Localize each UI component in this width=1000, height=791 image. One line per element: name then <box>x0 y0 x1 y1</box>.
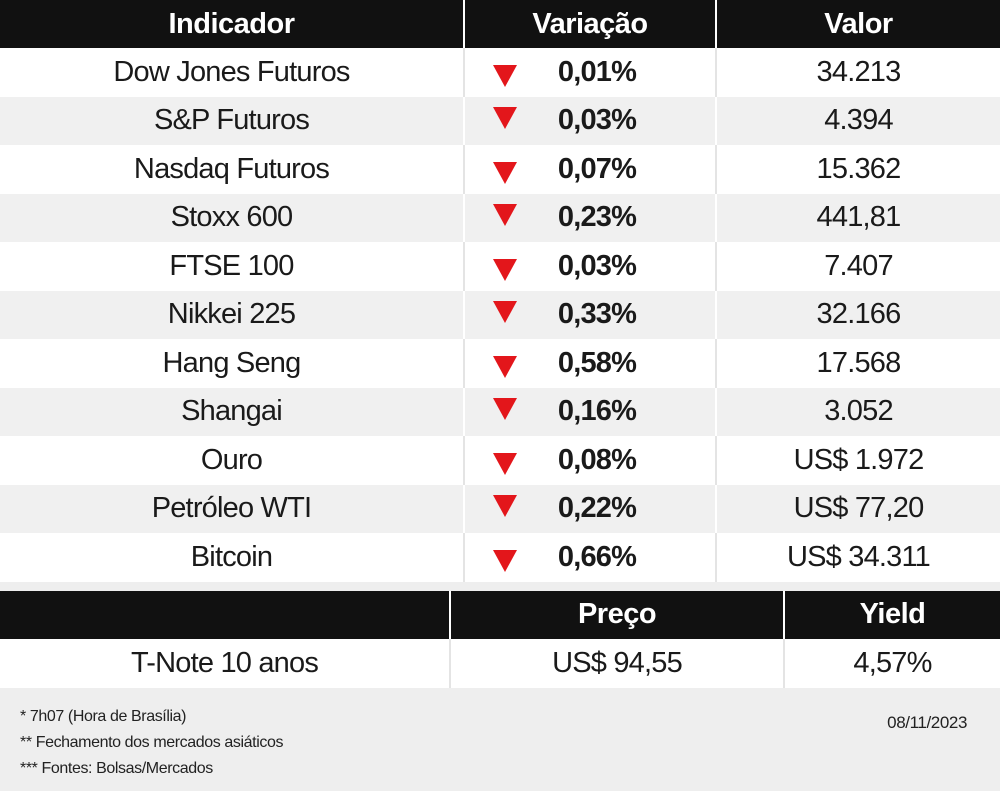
market-table: Indicador Variação Valor Dow Jones Futur… <box>0 0 1000 582</box>
variation-cell: 0,01% <box>463 48 715 97</box>
table-row: S&P Futuros 0,03% 4.394 <box>0 96 1000 145</box>
table-row: Bitcoin 0,66% US$ 34.311 <box>0 533 1000 582</box>
variation-cell: 0,22% <box>463 484 715 533</box>
indicator-value: 441,81 <box>715 193 1000 242</box>
variation-value: 0,07% <box>557 152 637 185</box>
table-row: Ouro 0,08% US$ 1.972 <box>0 436 1000 485</box>
down-triangle-icon <box>493 550 517 572</box>
bond-header-empty <box>0 591 449 639</box>
variation-cell: 0,07% <box>463 145 715 194</box>
variation-value: 0,23% <box>557 201 637 234</box>
footer: * 7h07 (Hora de Brasília) ** Fechamento … <box>0 687 1000 791</box>
variation-value: 0,16% <box>557 395 637 428</box>
down-triangle-icon <box>493 494 517 517</box>
bond-row: T-Note 10 anos US$ 94,55 4,57% <box>0 638 1000 688</box>
variation-value: 0,58% <box>557 346 637 379</box>
bond-yield: 4,57% <box>783 638 1000 688</box>
indicator-name: Nikkei 225 <box>167 298 296 331</box>
footer-note: *** Fontes: Bolsas/Mercados <box>20 759 213 777</box>
footer-notes: * 7h07 (Hora de Brasília) ** Fechamento … <box>20 704 283 782</box>
bond-table-header: Preço Yield <box>0 590 1000 639</box>
down-triangle-icon <box>493 65 517 87</box>
indicator-name: Stoxx 600 <box>170 201 294 234</box>
footer-date: 08/11/2023 <box>887 712 967 732</box>
variation-value: 0,01% <box>557 55 637 88</box>
table-row: Petróleo WTI 0,22% US$ 77,20 <box>0 484 1000 533</box>
divider <box>0 581 1000 591</box>
indicator-name: Bitcoin <box>190 540 273 573</box>
table-header: Indicador Variação Valor <box>0 0 1000 48</box>
variation-cell: 0,23% <box>463 193 715 242</box>
indicator-value: US$ 1.972 <box>715 436 1000 485</box>
table-row: Nasdaq Futuros 0,07% 15.362 <box>0 145 1000 194</box>
indicator-value: US$ 34.311 <box>715 533 1000 582</box>
indicator-name: S&P Futuros <box>153 104 310 137</box>
table-row: FTSE 100 0,03% 7.407 <box>0 242 1000 291</box>
header-variacao: Variação <box>463 0 715 48</box>
bond-price: US$ 94,55 <box>449 638 783 688</box>
down-triangle-icon <box>493 453 517 475</box>
indicator-value: 32.166 <box>715 290 1000 339</box>
indicator-value: 15.362 <box>715 145 1000 194</box>
footer-note: ** Fechamento dos mercados asiáticos <box>20 733 284 751</box>
variation-value: 0,03% <box>557 104 637 137</box>
down-triangle-icon <box>493 259 517 281</box>
header-indicador: Indicador <box>168 7 295 40</box>
down-triangle-icon <box>493 203 517 226</box>
indicator-name: Dow Jones Futuros <box>113 55 350 88</box>
variation-value: 0,22% <box>557 492 637 525</box>
variation-cell: 0,16% <box>463 387 715 436</box>
variation-cell: 0,08% <box>463 436 715 485</box>
indicator-name: Ouro <box>200 443 263 476</box>
variation-cell: 0,66% <box>463 533 715 582</box>
table-row: Nikkei 225 0,33% 32.166 <box>0 290 1000 339</box>
indicator-value: 7.407 <box>715 242 1000 291</box>
variation-value: 0,33% <box>557 298 637 331</box>
indicator-value: 34.213 <box>715 48 1000 97</box>
variation-cell: 0,03% <box>463 96 715 145</box>
indicator-value: 3.052 <box>715 387 1000 436</box>
bond-table: Preço Yield T-Note 10 anos US$ 94,55 4,5… <box>0 590 1000 688</box>
variation-value: 0,08% <box>557 443 637 476</box>
indicator-name: Shangai <box>181 395 283 428</box>
table-body: Dow Jones Futuros 0,01% 34.213 S&P Futuros 0… <box>0 48 1000 582</box>
down-triangle-icon <box>493 397 517 420</box>
bond-header-preco: Preço <box>449 590 783 639</box>
indicator-name: Nasdaq Futuros <box>133 152 330 185</box>
down-triangle-icon <box>493 300 517 323</box>
down-triangle-icon <box>493 106 517 129</box>
table-row: Shangai 0,16% 3.052 <box>0 387 1000 436</box>
header-valor: Valor <box>715 0 1000 48</box>
variation-cell: 0,03% <box>463 242 715 291</box>
indicator-value: 4.394 <box>715 96 1000 145</box>
bond-header-yield: Yield <box>783 590 1000 639</box>
indicator-name: Petróleo WTI <box>151 492 312 525</box>
table-row: Stoxx 600 0,23% 441,81 <box>0 193 1000 242</box>
indicator-value: US$ 77,20 <box>715 484 1000 533</box>
down-triangle-icon <box>493 356 517 378</box>
indicator-value: 17.568 <box>715 339 1000 388</box>
bond-name: T-Note 10 anos <box>130 646 319 679</box>
down-triangle-icon <box>493 162 517 184</box>
footer-note: * 7h07 (Hora de Brasília) <box>20 707 187 725</box>
variation-cell: 0,33% <box>463 290 715 339</box>
variation-value: 0,03% <box>557 249 637 282</box>
table-row: Hang Seng 0,58% 17.568 <box>0 339 1000 388</box>
table-row: Dow Jones Futuros 0,01% 34.213 <box>0 48 1000 97</box>
indicator-name: FTSE 100 <box>169 249 294 282</box>
indicator-name: Hang Seng <box>162 346 302 379</box>
variation-cell: 0,58% <box>463 339 715 388</box>
variation-value: 0,66% <box>557 540 637 573</box>
